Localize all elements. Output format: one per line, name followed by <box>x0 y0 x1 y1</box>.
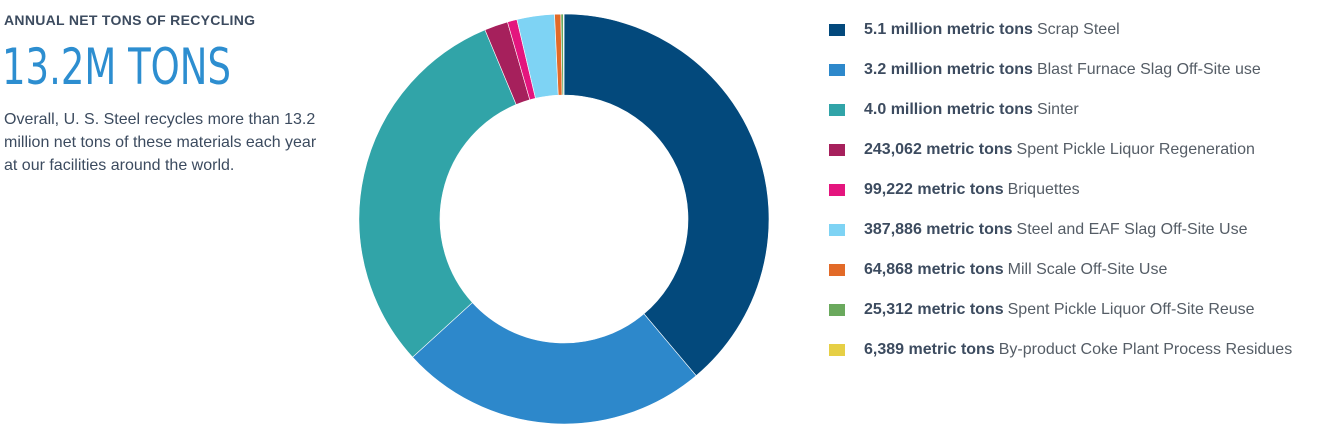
summary-description: Overall, U. S. Steel recycles more than … <box>4 111 317 174</box>
total-tons-headline: 13.2M TONS <box>2 38 231 96</box>
legend-amount: 3.2 million metric tons <box>864 61 1033 78</box>
legend-amount: 387,886 metric tons <box>864 221 1013 238</box>
legend-item-briquettes: 99,222 metric tons Briquettes <box>829 170 1292 210</box>
legend-label: By-product Coke Plant Process Residues <box>998 341 1293 358</box>
legend-label: Sinter <box>1036 101 1079 118</box>
legend-label: Mill Scale Off-Site Use <box>1007 261 1168 278</box>
legend-item-scrap-steel: 5.1 million metric tons Scrap Steel <box>829 10 1292 50</box>
legend-item-sinter: 4.0 million metric tons Sinter <box>829 90 1292 130</box>
legend-swatch <box>829 304 845 316</box>
legend-amount: 99,222 metric tons <box>864 181 1004 198</box>
donut-slice-blast-furnace-slag-off-site-use[interactable] <box>412 302 697 425</box>
donut-slice-scrap-steel[interactable] <box>563 13 770 377</box>
legend-item-blast-furnace-slag-off-site-use: 3.2 million metric tons Blast Furnace Sla… <box>829 50 1292 90</box>
legend-amount: 243,062 metric tons <box>864 141 1013 158</box>
legend-label: Blast Furnace Slag Off-Site use <box>1036 61 1261 78</box>
legend-amount: 25,312 metric tons <box>864 301 1004 318</box>
legend-swatch <box>829 344 845 356</box>
legend-label: Scrap Steel <box>1036 21 1120 38</box>
legend-amount: 4.0 million metric tons <box>864 101 1033 118</box>
legend-item-spent-pickle-liquor-regeneration: 243,062 metric tons Spent Pickle Liquor R… <box>829 130 1292 170</box>
legend-item-by-product-coke-plant-process-residues: 6,389 metric tons By-product Coke Plant P… <box>829 330 1292 370</box>
legend-label: Briquettes <box>1007 181 1080 198</box>
donut-chart <box>358 13 770 425</box>
legend-label: Spent Pickle Liquor Regeneration <box>1016 141 1255 158</box>
legend-amount: 64,868 metric tons <box>864 261 1004 278</box>
summary-eyebrow: ANNUAL NET TONS OF RECYCLING <box>4 12 256 28</box>
donut-slice-by-product-coke-plant-process-residues[interactable] <box>563 13 565 96</box>
legend-amount: 6,389 metric tons <box>864 341 995 358</box>
legend-item-spent-pickle-liquor-off-site-reuse: 25,312 metric tons Spent Pickle Liquor Of… <box>829 290 1292 330</box>
legend-swatch <box>829 184 845 196</box>
chart-legend: 5.1 million metric tons Scrap Steel 3.2 mi… <box>829 10 1292 370</box>
donut-slice-sinter[interactable] <box>358 29 517 358</box>
legend-item-steel-and-eaf-slag-off-site-use: 387,886 metric tons Steel and EAF Slag Of… <box>829 210 1292 250</box>
legend-swatch <box>829 224 845 236</box>
legend-swatch <box>829 264 845 276</box>
legend-label: Steel and EAF Slag Off-Site Use <box>1016 221 1248 238</box>
legend-label: Spent Pickle Liquor Off-Site Reuse <box>1007 301 1255 318</box>
legend-swatch <box>829 64 845 76</box>
legend-swatch <box>829 24 845 36</box>
legend-swatch <box>829 144 845 156</box>
legend-swatch <box>829 104 845 116</box>
legend-item-mill-scale-off-site-use: 64,868 metric tons Mill Scale Off-Site Us… <box>829 250 1292 290</box>
legend-amount: 5.1 million metric tons <box>864 21 1033 38</box>
